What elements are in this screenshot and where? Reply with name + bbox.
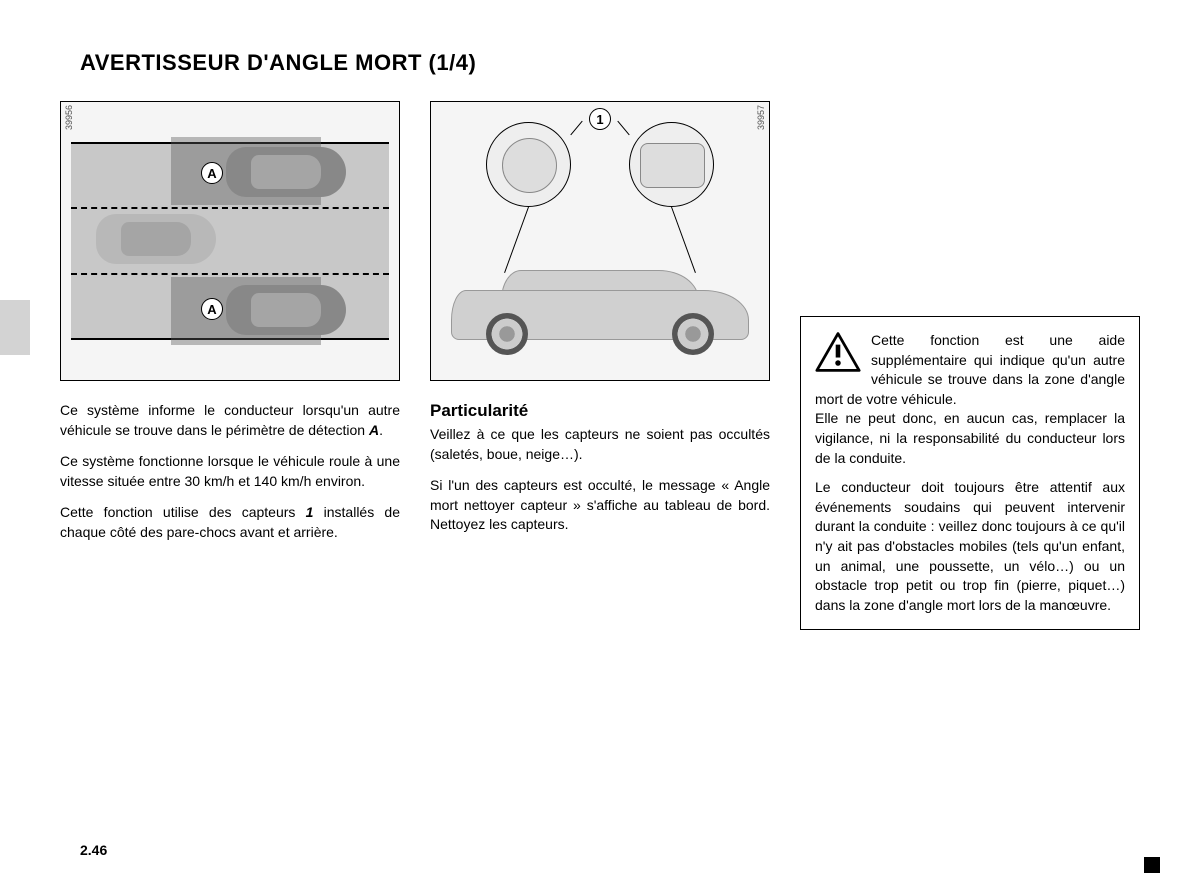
figure-id: 39956 [64, 105, 74, 130]
warning-p1: Cette fonction est une aide supplémentai… [815, 331, 1125, 409]
marker-a-bottom: A [201, 298, 223, 320]
sensor-detail-rear [629, 122, 714, 207]
warning-p2: Elle ne peut donc, en aucun cas, remplac… [815, 409, 1125, 468]
marker-1: 1 [589, 108, 611, 130]
column-3: Cette fonction est une aide supplémentai… [800, 316, 1140, 630]
figure-sensor-location: 39957 1 [430, 101, 770, 381]
car-side-view [451, 265, 749, 355]
sensor-detail-front [486, 122, 571, 207]
page-number: 2.46 [80, 842, 107, 858]
column-2: 39957 1 Particularité Veillez à ce que l… [430, 101, 770, 630]
column-1: 39956 A A Ce système informe le conducte… [60, 101, 400, 630]
col2-paragraph-2: Si l'un des capteurs est occulté, le mes… [430, 476, 770, 535]
page-title: AVERTISSEUR D'ANGLE MORT (1/4) [80, 50, 1140, 76]
warning-box: Cette fonction est une aide supplémentai… [800, 316, 1140, 630]
figure-blind-spot-zones: 39956 A A [60, 101, 400, 381]
corner-mark [1144, 857, 1160, 873]
col2-heading: Particularité [430, 401, 770, 421]
figure-id: 39957 [756, 105, 766, 130]
content-columns: 39956 A A Ce système informe le conducte… [60, 101, 1140, 630]
col2-paragraph-1: Veillez à ce que les capteurs ne soient … [430, 425, 770, 464]
section-tab [0, 300, 30, 355]
col1-paragraph-3: Cette fonction utilise des capteurs 1 in… [60, 503, 400, 542]
col1-paragraph-2: Ce système fonctionne lorsque le véhicul… [60, 452, 400, 491]
marker-a-top: A [201, 162, 223, 184]
warning-p3: Le conducteur doit toujours être attenti… [815, 478, 1125, 615]
warning-icon [815, 331, 861, 373]
col1-paragraph-1: Ce système informe le conducteur lorsqu'… [60, 401, 400, 440]
